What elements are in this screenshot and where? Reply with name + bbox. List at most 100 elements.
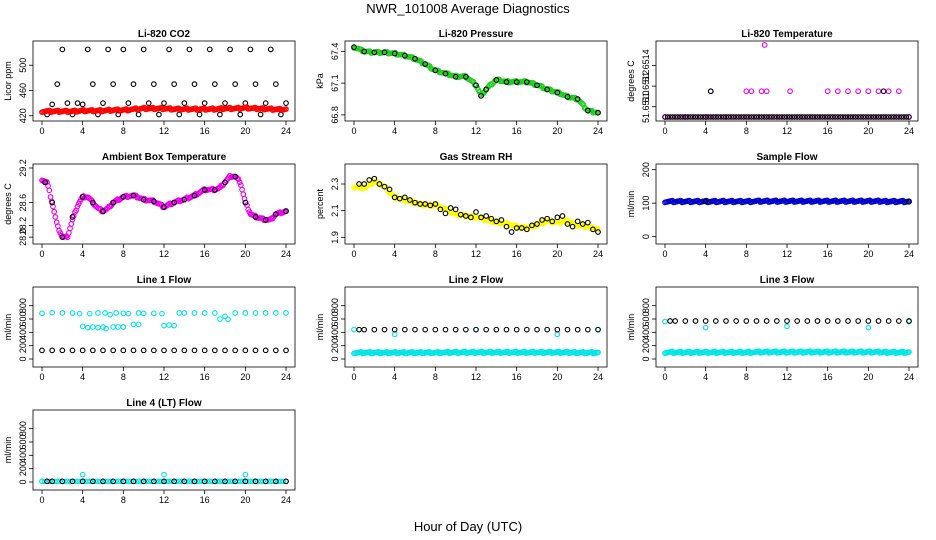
data-point (217, 478, 223, 485)
data-point (69, 347, 76, 354)
data-point (176, 310, 183, 316)
y-tick-label: 100 (641, 196, 651, 211)
data-point (150, 81, 157, 88)
data-point (222, 347, 228, 354)
series-raw-high (39, 309, 289, 323)
data-point (584, 107, 591, 114)
data-point (100, 100, 106, 106)
data-point (107, 311, 113, 318)
data-point (713, 114, 719, 120)
data-point (217, 316, 223, 322)
data-point (794, 318, 801, 324)
y-axis-label: ml/min (315, 314, 325, 341)
data-point (181, 478, 188, 485)
data-point (62, 478, 68, 485)
data-point (140, 310, 147, 317)
data-point (513, 79, 520, 85)
data-point (807, 114, 813, 120)
data-point (845, 318, 851, 324)
data-point (222, 313, 228, 320)
y-tick-label: 67.1 (330, 74, 340, 92)
x-tick-label: 12 (782, 249, 792, 259)
data-point (171, 347, 178, 354)
data-point (114, 196, 121, 203)
data-point (240, 478, 246, 485)
data-point (207, 478, 213, 485)
data-point (181, 347, 188, 354)
data-point (232, 478, 239, 485)
data-point (549, 218, 556, 225)
x-tick-label: 4 (80, 249, 85, 259)
data-point (442, 70, 449, 77)
data-point (564, 221, 571, 227)
data-point (79, 101, 86, 108)
x-tick-label: 12 (159, 495, 169, 505)
data-point (702, 324, 709, 331)
data-point (791, 114, 798, 120)
data-point (211, 310, 218, 316)
x-tick-label: 8 (433, 372, 438, 382)
data-point (771, 114, 777, 120)
data-point (161, 347, 167, 354)
data-point (858, 114, 864, 120)
data-point (100, 208, 106, 215)
data-point (92, 478, 99, 485)
data-point (128, 478, 134, 485)
data-point (262, 216, 269, 223)
data-point (130, 478, 137, 485)
data-point (171, 322, 178, 329)
data-point (181, 196, 188, 203)
data-point (257, 111, 264, 118)
data-point (669, 114, 676, 120)
data-point (247, 46, 254, 53)
data-point (675, 114, 681, 120)
data-point (171, 478, 178, 485)
data-point (508, 229, 515, 235)
panel-title: Li-820 CO2 (138, 29, 191, 40)
x-tick-label: 4 (703, 249, 708, 259)
data-point (412, 199, 418, 206)
data-point (462, 213, 469, 219)
data-point (845, 114, 851, 120)
data-point (85, 478, 91, 485)
y-tick-label: 200 (641, 338, 651, 353)
data-point (743, 88, 750, 95)
data-point (201, 347, 208, 354)
plot-frame (655, 40, 919, 122)
x-tick-label: 20 (240, 495, 250, 505)
x-tick-label: 0 (351, 249, 356, 259)
data-point (702, 318, 709, 324)
series-averages (351, 44, 601, 116)
data-point (682, 318, 689, 324)
data-point (834, 88, 841, 95)
panel-title: Line 2 Flow (449, 275, 504, 286)
data-point (95, 310, 101, 316)
data-point (166, 46, 172, 53)
data-point (41, 478, 48, 485)
data-point (257, 478, 264, 485)
y-tick-label: 200 (330, 338, 340, 353)
data-point (730, 114, 737, 120)
data-point (781, 114, 788, 120)
data-point (662, 318, 668, 325)
figure-title: NWR_101008 Average Diagnostics (366, 1, 570, 16)
data-point (113, 310, 120, 316)
data-point (159, 310, 165, 317)
series-raw-low (662, 348, 912, 357)
data-point (391, 326, 398, 333)
data-point (554, 331, 561, 338)
data-point (105, 478, 111, 485)
data-point (761, 114, 767, 120)
data-point (697, 114, 704, 120)
x-tick-label: 16 (200, 249, 210, 259)
data-point (39, 347, 45, 354)
data-point (222, 478, 228, 485)
data-point (225, 316, 231, 323)
data-point (503, 223, 510, 230)
data-point (89, 324, 96, 330)
series-raw-low (79, 321, 178, 332)
data-point (161, 322, 167, 329)
x-tick-label: 24 (904, 249, 914, 259)
x-tick-label: 20 (863, 249, 873, 259)
